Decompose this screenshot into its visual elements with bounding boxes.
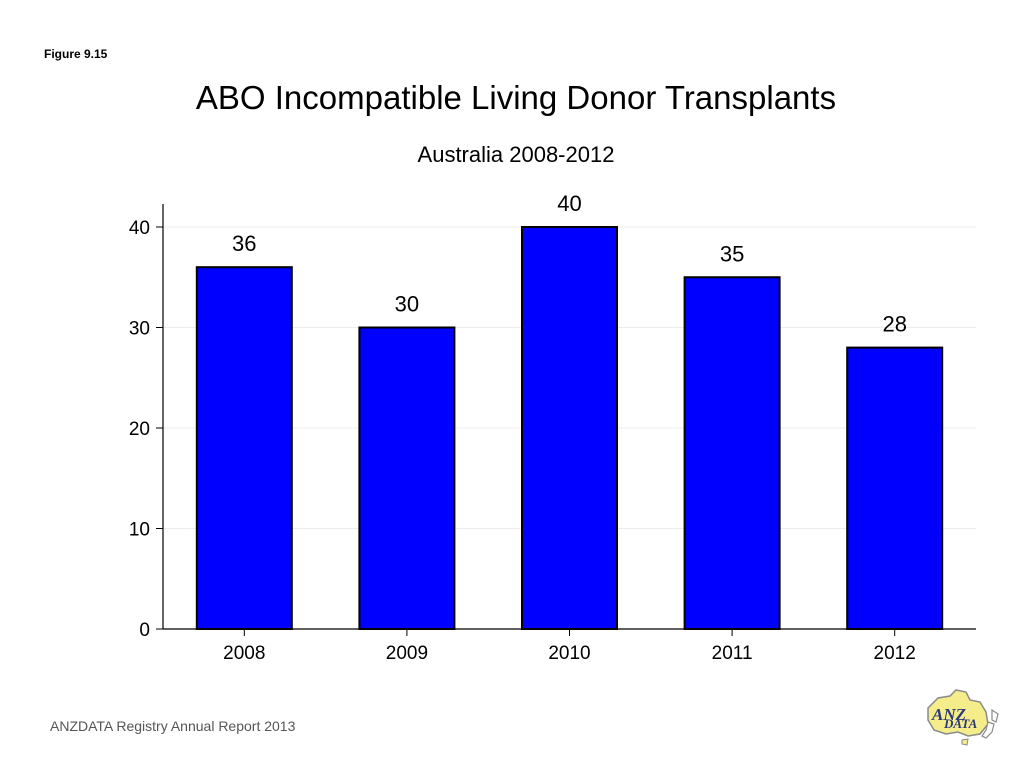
x-tick-label: 2010	[548, 643, 590, 664]
svg-text:ANZ: ANZ	[931, 705, 966, 724]
x-tick-label: 2011	[712, 643, 753, 664]
data-label: 35	[720, 241, 744, 266]
bar	[195, 266, 293, 630]
data-label: 30	[395, 292, 419, 317]
data-label: 28	[882, 312, 906, 337]
y-tick-label: 10	[129, 520, 150, 541]
data-label: 40	[557, 191, 581, 216]
footer-text: ANZDATA Registry Annual Report 2013	[50, 718, 296, 734]
y-tick-label: 20	[129, 419, 150, 440]
bar	[846, 346, 944, 630]
bar	[521, 226, 618, 630]
bar-chart: 0 10 20 30 40 36 2008 30 2009 40 2010 35 2011 28 2012	[129, 191, 976, 664]
y-tick-label: 30	[129, 319, 150, 340]
y-tick-label: 40	[129, 218, 150, 239]
x-tick-label: 2008	[223, 643, 265, 664]
figure-label: Figure 9.15	[44, 47, 108, 61]
svg-text:DATA: DATA	[943, 716, 978, 731]
bar	[683, 276, 781, 630]
bar	[358, 326, 456, 630]
chart-subtitle: Australia 2008-2012	[417, 142, 615, 167]
x-tick-label: 2012	[874, 643, 916, 664]
y-tick-label: 0	[139, 620, 150, 641]
data-label: 36	[232, 231, 256, 256]
chart-title: ABO Incompatible Living Donor Transplant…	[195, 79, 837, 116]
anzdata-logo-icon: ANZ DATA	[922, 686, 1004, 753]
x-tick-label: 2009	[386, 643, 428, 664]
